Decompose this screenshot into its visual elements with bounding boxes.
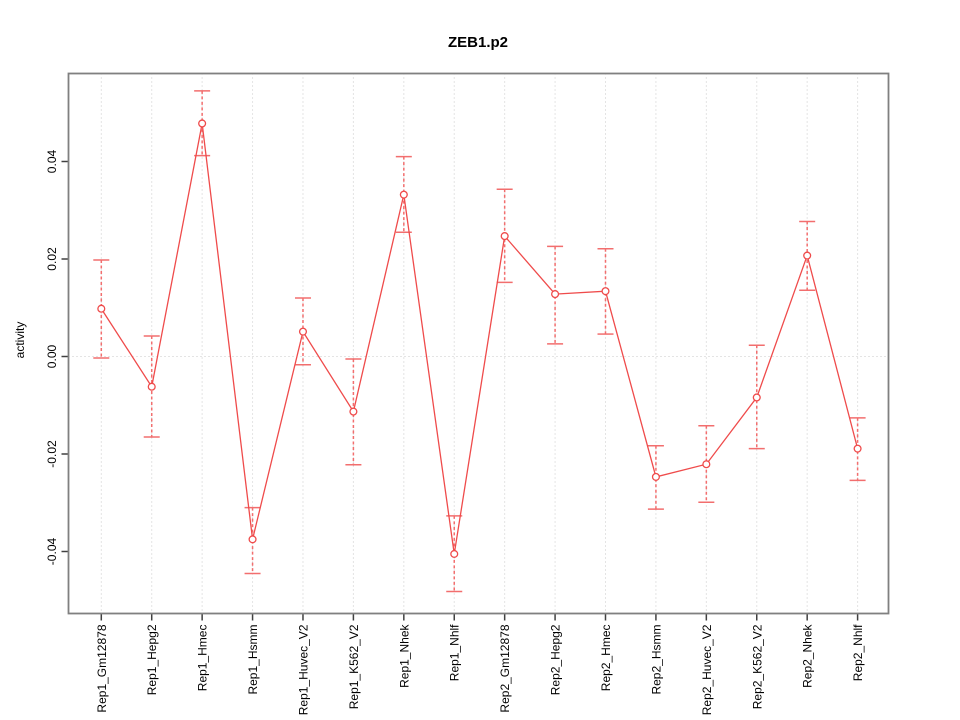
y-tick-label: 0.00 — [45, 344, 59, 368]
data-point — [803, 251, 812, 260]
data-point — [198, 119, 207, 128]
x-tick-label: Rep1_Hsmm — [246, 625, 260, 695]
data-point — [551, 290, 560, 299]
x-tick-label: Rep1_Nhek — [397, 624, 411, 688]
data-point — [500, 232, 509, 241]
x-tick-label: Rep1_Hmec — [196, 625, 210, 692]
x-tick-label: Rep1_Huvec_V2 — [296, 624, 310, 715]
data-point — [248, 535, 257, 544]
data-point — [399, 190, 408, 199]
x-tick-label: Rep1_Gm12878 — [95, 624, 109, 712]
data-point — [450, 549, 459, 558]
data-point — [349, 407, 358, 416]
chart-title: ZEB1.p2 — [448, 34, 508, 51]
y-tick-label: 0.04 — [45, 149, 59, 173]
data-point — [97, 304, 106, 313]
data-point — [651, 472, 660, 481]
y-tick-label: -0.04 — [45, 538, 59, 566]
plot-area: -0.04 -0.02 0.00 0.02 0.04 Rep1_Gm12878 Rep1_H… — [45, 72, 890, 715]
data-point — [601, 287, 610, 296]
x-tick-label: Rep1_Nhlf — [448, 624, 462, 681]
x-tick-label: Rep2_Nhek — [801, 624, 815, 688]
series-line — [100, 123, 859, 555]
x-tick-label: Rep1_K562_V2 — [347, 624, 361, 709]
x-tick-label: Rep2_Hepg2 — [549, 624, 563, 695]
plot-border — [67, 72, 890, 615]
x-tick-label: Rep2_Hmec — [599, 625, 613, 692]
data-point — [298, 327, 308, 336]
x-tick-label: Rep2_Hsmm — [649, 625, 663, 695]
x-tick-label: Rep2_K562_V2 — [750, 624, 764, 709]
x-tick-label: Rep2_Nhlf — [851, 624, 865, 681]
y-tick-label: -0.02 — [45, 440, 59, 468]
data-point — [853, 444, 862, 453]
y-axis-label: activity — [13, 322, 27, 359]
y-tick-label: 0.02 — [45, 247, 59, 271]
data-point — [752, 393, 761, 402]
data-point — [147, 382, 156, 391]
x-tick-label: Rep1_Hepg2 — [145, 624, 159, 695]
x-tick-label: Rep2_Huvec_V2 — [700, 624, 714, 715]
x-tick-label: Rep2_Gm12878 — [498, 624, 512, 712]
data-point — [702, 460, 711, 469]
